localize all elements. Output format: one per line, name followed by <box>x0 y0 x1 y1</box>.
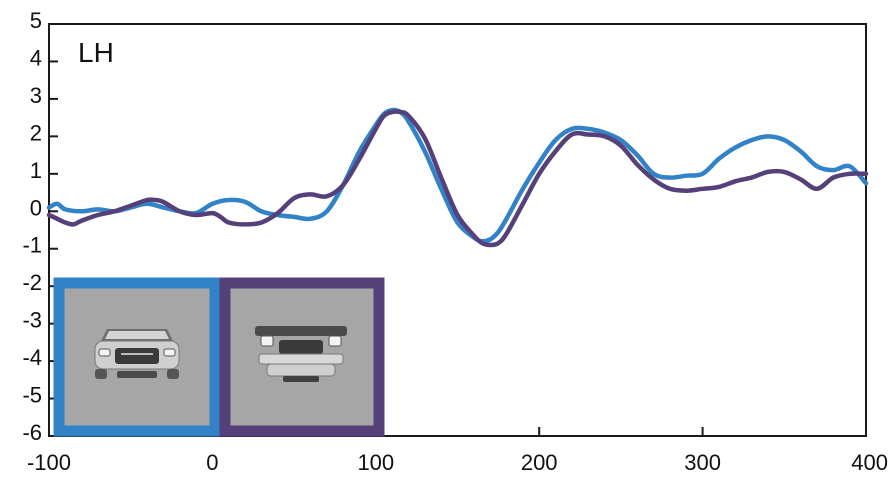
inset-inverted <box>219 277 385 437</box>
y-tick-label: 0 <box>30 195 42 220</box>
y-tick-label: -2 <box>22 270 42 295</box>
y-tick-label: -6 <box>22 420 42 445</box>
x-tick-label: 200 <box>521 450 558 475</box>
car-front-upright-icon <box>94 329 180 379</box>
inset-upright <box>53 277 221 437</box>
y-tick-label: -5 <box>22 383 42 408</box>
panel-label: LH <box>78 37 114 68</box>
x-tick-label: 0 <box>206 450 218 475</box>
y-tick-label: -3 <box>22 308 42 333</box>
y-tick-label: 1 <box>30 158 42 183</box>
car-front-inverted-icon <box>255 326 347 382</box>
y-tick-label: -1 <box>22 233 42 258</box>
x-axis: -100 0 100 200 300 400 <box>27 427 888 475</box>
x-tick-label: 100 <box>357 450 394 475</box>
x-tick-label: 300 <box>684 450 721 475</box>
series-layer <box>46 107 869 248</box>
x-tick-label: -100 <box>27 450 71 475</box>
x-tick-label: 400 <box>851 450 888 475</box>
series-line-inverted <box>46 109 869 248</box>
y-tick-label: 4 <box>30 45 42 70</box>
y-tick-label: 2 <box>30 120 42 145</box>
y-tick-label: 5 <box>30 8 42 33</box>
y-axis: 5 4 3 2 1 0 -1 -2 -3 -4 -5 -6 <box>22 8 58 445</box>
y-tick-label: 3 <box>30 83 42 108</box>
inset-upright-frame <box>53 277 221 437</box>
y-tick-label: -4 <box>22 345 42 370</box>
